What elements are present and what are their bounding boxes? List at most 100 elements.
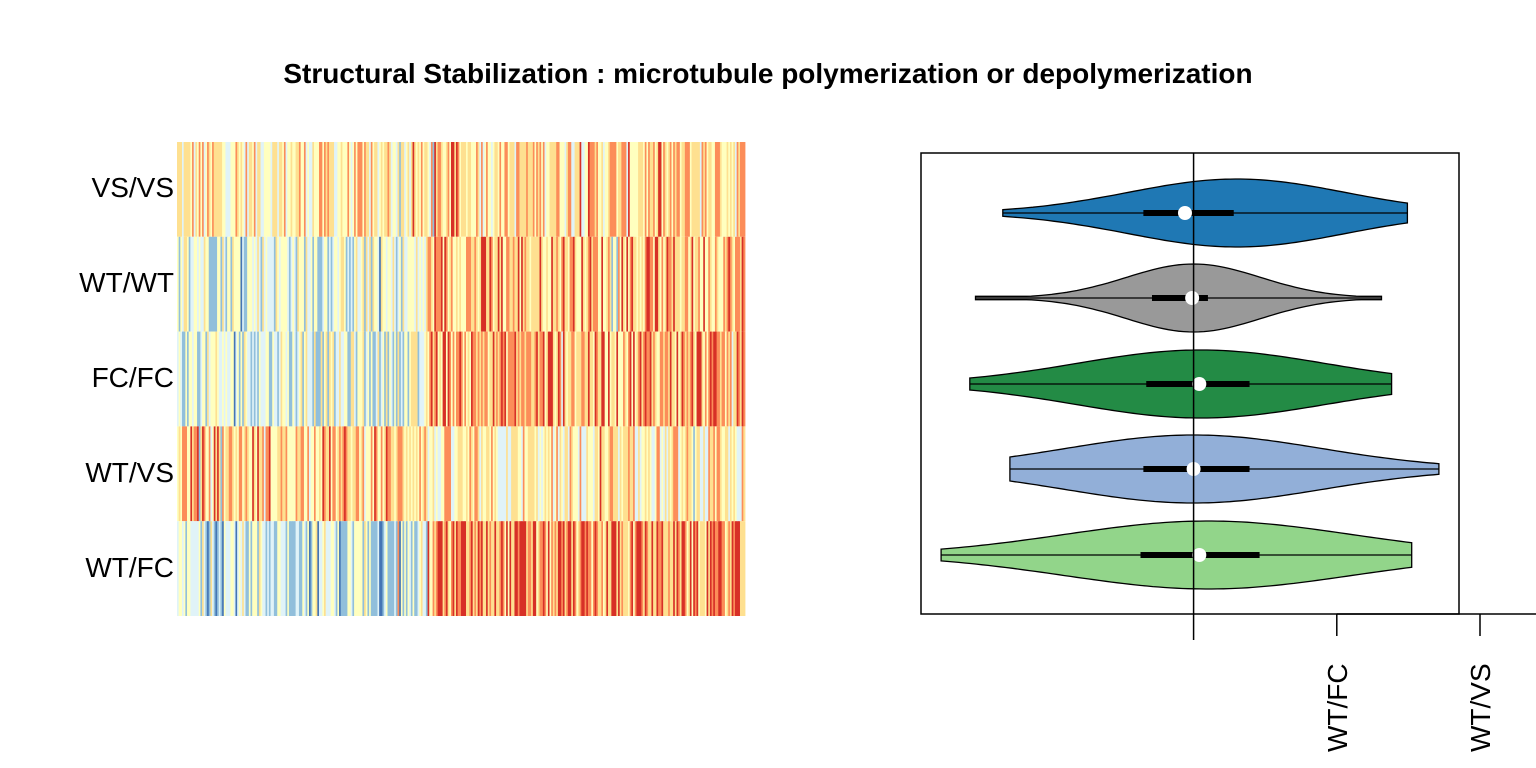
heatmap-cell [713, 426, 716, 522]
heatmap-cell [317, 142, 320, 237]
heatmap-cell [397, 426, 400, 522]
heatmap-cell [280, 426, 283, 522]
heatmap-cell [280, 142, 283, 237]
heatmap-cell [504, 521, 507, 616]
heatmap-cell [674, 142, 677, 237]
heatmap-cell [522, 521, 525, 616]
heatmap-cell [287, 426, 290, 522]
heatmap-cell [285, 331, 288, 427]
heatmap-cell [683, 331, 686, 427]
heatmap-cell [613, 521, 616, 616]
heatmap-cell [205, 142, 208, 237]
heatmap-cell [471, 236, 474, 332]
heatmap-cell [481, 331, 484, 427]
heatmap-cell [459, 236, 462, 332]
heatmap-cell [703, 142, 706, 237]
heatmap-cell [459, 331, 462, 427]
heatmap-cell [220, 142, 223, 237]
heatmap-cell [579, 521, 582, 616]
heatmap-cell [544, 331, 547, 427]
heatmap-cell [397, 331, 400, 427]
heatmap-cell [310, 142, 313, 237]
heatmap-cell [549, 426, 552, 522]
heatmap-cell [648, 142, 651, 237]
heatmap-cell [531, 331, 534, 427]
heatmap-cell [674, 331, 677, 427]
heatmap-cell [399, 142, 402, 237]
heatmap-cell [188, 426, 191, 522]
heatmap-cell [733, 142, 736, 237]
heatmap-cell [237, 426, 240, 522]
heatmap-cell [444, 142, 447, 237]
heatmap-cell [512, 142, 515, 237]
heatmap-cell [405, 426, 408, 522]
heatmap-cell [526, 236, 529, 332]
heatmap-cell [701, 426, 704, 522]
heatmap-cell [719, 331, 723, 427]
heatmap-cell [400, 426, 403, 522]
heatmap-cell [404, 142, 407, 237]
heatmap-cell [277, 331, 280, 427]
heatmap-cell [407, 142, 410, 237]
heatmap-cell [574, 331, 577, 427]
heatmap-cell [713, 331, 716, 427]
heatmap-cell [497, 142, 500, 237]
heatmap-cell [649, 142, 652, 237]
heatmap-cell [365, 426, 368, 522]
heatmap-cell [537, 521, 540, 616]
heatmap-cell [658, 426, 661, 522]
heatmap-cell [187, 236, 190, 332]
heatmap-cell [499, 236, 502, 332]
heatmap-cell [400, 236, 403, 332]
heatmap-cell [611, 521, 614, 616]
heatmap-cell [352, 142, 355, 237]
heatmap-cell [298, 331, 302, 427]
heatmap-cell [392, 426, 395, 522]
heatmap-cell [684, 236, 687, 332]
heatmap-cell [708, 331, 711, 427]
heatmap-cell [225, 142, 228, 237]
heatmap-cell [178, 236, 181, 332]
heatmap-cell [741, 426, 744, 522]
heatmap-cell [584, 426, 587, 522]
heatmap-cell [524, 426, 527, 522]
heatmap-cell [312, 521, 315, 616]
heatmap-cell [232, 331, 235, 427]
heatmap-cell [696, 426, 699, 522]
heatmap-cell [267, 142, 270, 237]
heatmap-cell [471, 331, 474, 427]
heatmap-cell [656, 142, 659, 237]
heatmap-cell [292, 521, 295, 616]
heatmap-cell [258, 142, 261, 237]
heatmap-cell [324, 426, 327, 522]
heatmap-cell [272, 521, 275, 616]
heatmap-cell [736, 236, 739, 332]
heatmap-cell [399, 331, 402, 427]
heatmap-cell [312, 331, 315, 427]
heatmap-cell [312, 236, 315, 332]
heatmap-cell [699, 236, 702, 332]
heatmap-cell [636, 236, 639, 332]
heatmap-cell [511, 331, 514, 427]
heatmap-cell [390, 426, 393, 522]
heatmap-cell [425, 142, 428, 237]
heatmap-cell [182, 142, 185, 237]
heatmap-cell [626, 236, 629, 332]
heatmap-cell [210, 236, 213, 332]
heatmap-cell [340, 426, 343, 522]
heatmap-cell [232, 426, 235, 522]
heatmap-cell [564, 142, 567, 237]
heatmap-cell [603, 521, 606, 616]
heatmap-cell [183, 521, 186, 616]
heatmap-cell [350, 426, 353, 522]
heatmap-cell [260, 236, 263, 332]
heatmap-cell [743, 142, 746, 237]
heatmap-cell [494, 236, 497, 332]
heatmap-cell [708, 142, 711, 237]
heatmap-cell [476, 142, 479, 237]
heatmap-cell [664, 236, 667, 332]
heatmap-cell [420, 142, 423, 237]
heatmap-cell [337, 236, 340, 332]
heatmap-cell [293, 236, 297, 332]
heatmap-cell [350, 142, 353, 237]
